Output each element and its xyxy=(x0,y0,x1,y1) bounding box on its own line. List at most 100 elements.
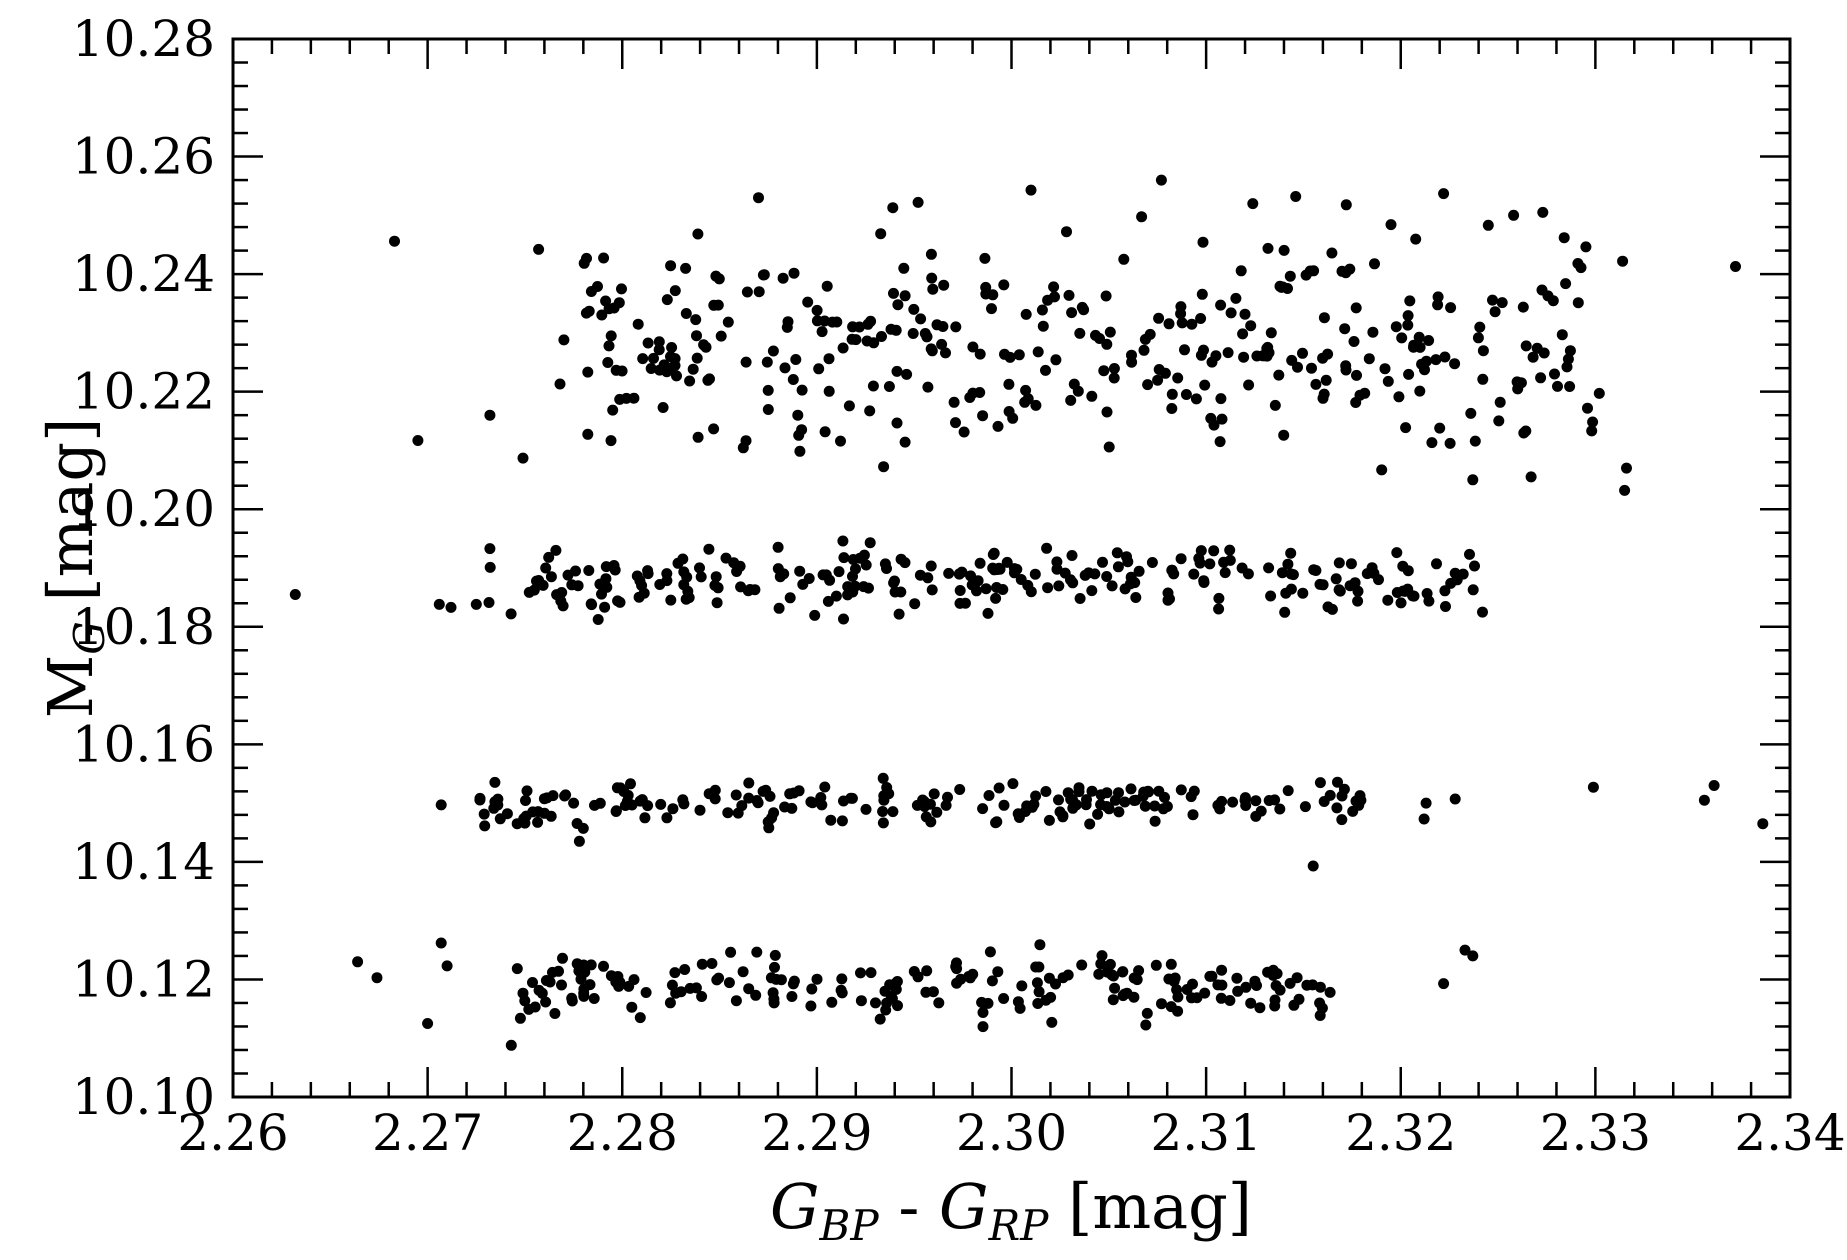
data-point xyxy=(836,987,848,999)
data-point xyxy=(1235,265,1247,277)
data-point xyxy=(1617,255,1629,267)
data-point xyxy=(1297,347,1308,359)
data-point xyxy=(1552,380,1563,392)
data-point xyxy=(1531,342,1543,354)
data-point xyxy=(1204,558,1216,570)
data-point xyxy=(895,553,907,565)
data-point xyxy=(1445,302,1457,314)
data-point xyxy=(1072,385,1084,397)
data-point xyxy=(1156,998,1167,1010)
data-point xyxy=(1206,356,1218,368)
data-point xyxy=(634,1012,646,1024)
data-point xyxy=(1066,307,1078,319)
data-point xyxy=(762,404,774,415)
data-point xyxy=(1250,810,1262,822)
data-point xyxy=(637,353,649,365)
data-point xyxy=(907,328,919,339)
data-point xyxy=(831,316,843,328)
data-point xyxy=(1236,562,1248,574)
data-point xyxy=(1469,560,1480,572)
data-point xyxy=(1494,396,1506,408)
data-point xyxy=(1030,399,1042,411)
data-point xyxy=(788,267,800,279)
x-tick-label: 2.28 xyxy=(567,1104,678,1162)
data-point xyxy=(986,975,998,987)
data-point xyxy=(1251,350,1263,362)
data-point xyxy=(1108,372,1120,384)
data-point xyxy=(751,946,763,958)
data-point xyxy=(541,792,553,804)
data-point xyxy=(642,568,654,580)
data-point xyxy=(1472,332,1484,344)
data-point xyxy=(634,575,646,587)
data-point xyxy=(887,202,899,214)
data-point xyxy=(1238,351,1250,363)
data-point xyxy=(1020,308,1032,320)
data-point xyxy=(1418,813,1430,825)
data-point xyxy=(1359,387,1371,399)
data-point xyxy=(1239,794,1251,806)
data-point xyxy=(1243,379,1255,391)
data-point xyxy=(533,984,545,996)
data-point xyxy=(488,802,500,814)
data-point xyxy=(1061,226,1072,238)
data-point xyxy=(602,357,614,368)
data-point xyxy=(1224,554,1236,566)
data-point xyxy=(1263,347,1275,359)
data-point xyxy=(601,581,613,593)
data-point xyxy=(998,993,1010,1004)
data-point xyxy=(1336,790,1348,802)
data-point xyxy=(582,428,594,440)
data-point xyxy=(833,566,845,578)
y-tick-label: 10.24 xyxy=(72,245,215,303)
data-point xyxy=(1316,1002,1328,1014)
data-point xyxy=(1423,595,1435,607)
data-point xyxy=(1350,302,1362,314)
data-point xyxy=(860,803,872,815)
data-point xyxy=(1046,1016,1058,1028)
data-point xyxy=(653,344,665,356)
data-point xyxy=(740,356,752,368)
data-point xyxy=(1166,388,1178,400)
data-point xyxy=(1141,1007,1153,1019)
data-point xyxy=(1527,351,1539,363)
data-point xyxy=(554,378,566,390)
data-point xyxy=(794,565,806,577)
data-point xyxy=(823,353,835,365)
x-tick-label: 2.27 xyxy=(372,1104,483,1162)
data-point xyxy=(1572,258,1584,269)
data-point xyxy=(610,976,622,988)
data-point xyxy=(1391,547,1403,559)
data-point xyxy=(1034,939,1046,951)
data-point xyxy=(954,784,966,795)
data-point xyxy=(861,335,873,347)
data-point xyxy=(767,345,779,357)
data-point xyxy=(813,363,825,375)
data-point xyxy=(887,806,899,818)
data-point xyxy=(807,797,818,809)
data-point xyxy=(505,608,517,620)
data-point xyxy=(893,608,905,620)
data-point xyxy=(1508,209,1520,221)
data-point xyxy=(1239,308,1251,320)
data-point xyxy=(1191,992,1203,1004)
data-point xyxy=(889,586,901,598)
data-point xyxy=(558,334,570,346)
data-point xyxy=(1053,580,1065,592)
data-point xyxy=(1284,270,1296,282)
data-point xyxy=(1440,601,1451,612)
data-point xyxy=(1133,565,1145,577)
data-point xyxy=(1520,340,1532,352)
data-point xyxy=(527,977,538,988)
data-point xyxy=(1317,579,1329,591)
data-point xyxy=(1050,978,1061,990)
data-point xyxy=(769,961,780,973)
data-point xyxy=(1240,981,1252,993)
data-point xyxy=(687,363,699,375)
data-point xyxy=(1161,801,1173,812)
data-point xyxy=(1345,558,1357,570)
data-point xyxy=(1395,597,1407,609)
data-point xyxy=(1408,590,1420,602)
data-point xyxy=(740,435,752,447)
data-point xyxy=(1111,547,1123,559)
